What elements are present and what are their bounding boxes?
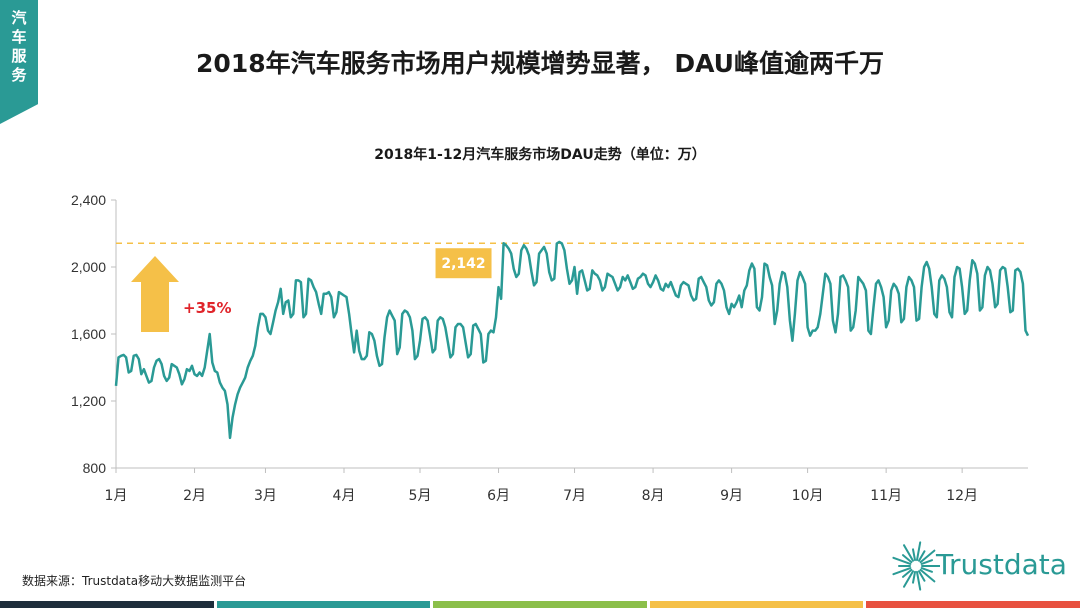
growth-up-arrow-icon: [131, 256, 179, 332]
sunburst-ray: [919, 568, 936, 583]
chart-title: 2018年1-12月汽车服务市场DAU走势（单位：万）: [374, 147, 706, 163]
sunburst-ray: [916, 570, 922, 591]
series-group: [114, 240, 1030, 440]
y-tick-label: 1,600: [71, 326, 106, 342]
sunburst-ray: [919, 549, 936, 564]
side-section-label: 汽车服务: [11, 9, 27, 84]
sunburst-ray: [912, 548, 916, 562]
x-tick-label: 5月: [409, 488, 432, 504]
data-source-note: 数据来源：Trustdata移动大数据监测平台: [22, 574, 247, 588]
page-title: 2018年汽车服务市场用户规模增势显著， DAU峰值逾两千万: [196, 49, 884, 78]
footer-color-bar: [0, 601, 1080, 608]
side-section-tab: 汽车服务: [0, 0, 38, 124]
sunburst-ray: [920, 567, 933, 573]
x-tick-label: 8月: [642, 488, 665, 504]
annotation-group: +35% 2,142: [131, 248, 492, 332]
x-tick-label: 11月: [870, 488, 902, 504]
growth-percent-label: +35%: [183, 299, 231, 317]
sunburst-ray: [918, 550, 926, 562]
y-tick-label: 1,200: [71, 393, 106, 409]
sunburst-ray: [902, 554, 913, 564]
x-tick-label: 2月: [183, 488, 206, 504]
x-tick-label: 1月: [105, 488, 128, 504]
dau-series-line: [114, 240, 1030, 440]
y-tick-label: 2,000: [71, 259, 106, 275]
peak-label-box: [435, 248, 492, 279]
sunburst-logo-icon: [892, 541, 940, 591]
sunburst-ray: [916, 541, 922, 562]
footer-color-segment: [216, 601, 431, 608]
x-tick-label: 6月: [487, 488, 510, 504]
footer-color-segment: [649, 601, 864, 608]
x-tick-label: 3月: [254, 488, 277, 504]
sunburst-ray: [902, 568, 913, 578]
x-tick-label: 4月: [333, 488, 356, 504]
footer-color-segment: [433, 601, 647, 608]
x-tick-label: 9月: [720, 488, 743, 504]
sunburst-ray: [918, 570, 926, 582]
footer-color-segment: [866, 601, 1080, 608]
x-tick-label: 10月: [792, 488, 824, 504]
x-tick-label: 12月: [946, 488, 978, 504]
logo-text: Trustdata: [936, 548, 1067, 581]
x-tick-label: 7月: [563, 488, 586, 504]
sunburst-ray: [903, 544, 914, 562]
footer-color-segment: [0, 601, 214, 608]
sunburst-ray: [912, 570, 916, 584]
sunburst-ray: [892, 567, 912, 576]
peak-value-label: 2,142: [441, 256, 485, 272]
sunburst-ray: [892, 556, 912, 565]
trustdata-logo: Trustdata: [890, 534, 1070, 594]
chart-axes: 800 1,200 1,600 2,000 2,400 1月 2月 3月 4月 5月 6月 7月 8月 9…: [71, 192, 1028, 504]
sunburst-ray: [903, 570, 914, 588]
y-tick-label: 2,400: [71, 192, 106, 208]
y-tick-label: 800: [83, 460, 107, 476]
sunburst-ray: [920, 559, 933, 565]
